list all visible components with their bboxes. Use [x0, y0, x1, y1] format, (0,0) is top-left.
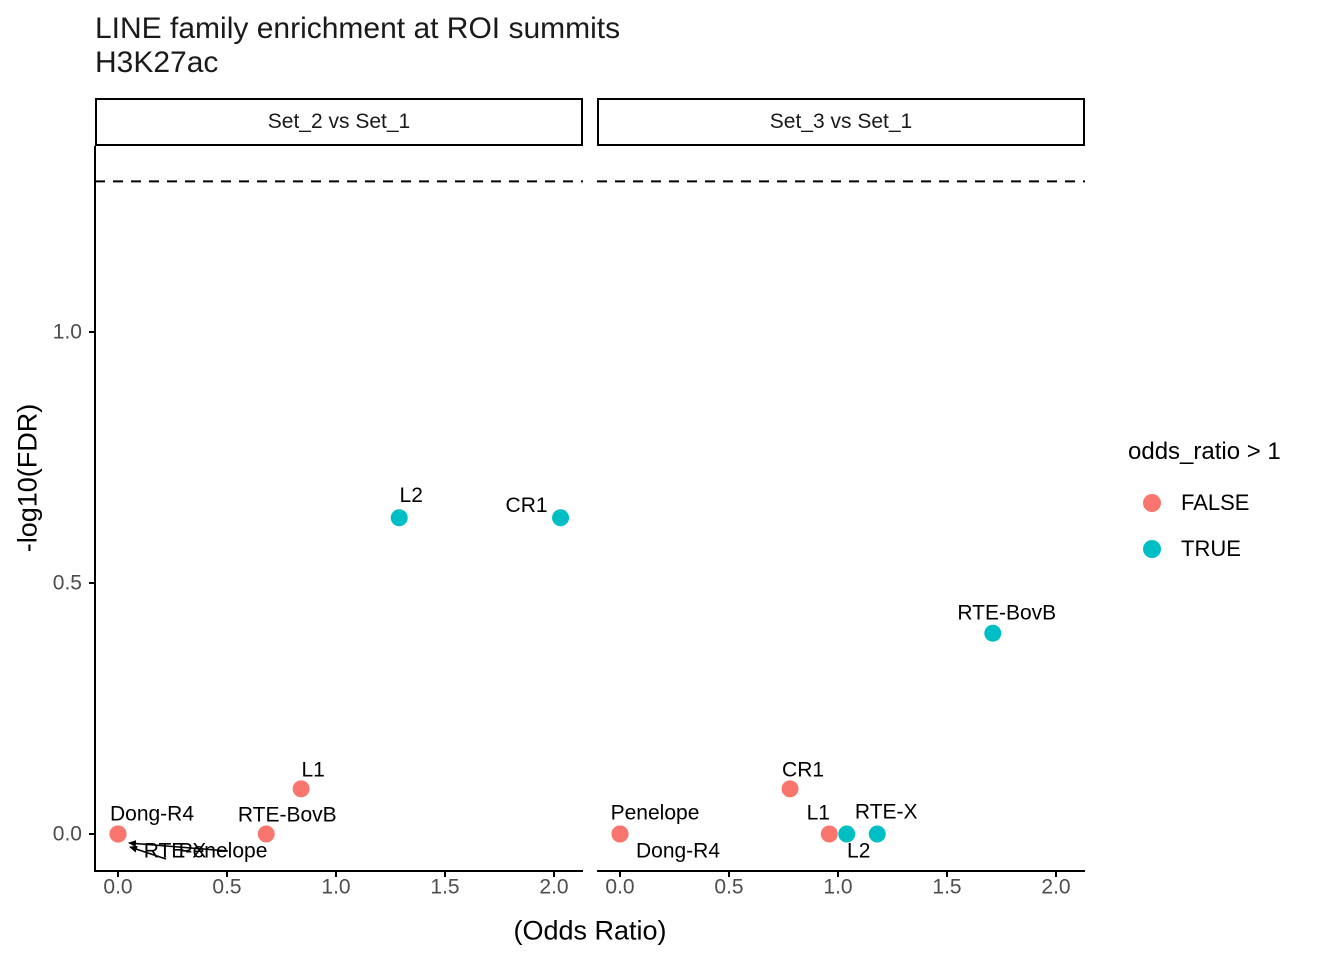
- x-tick-label: 0.0: [605, 875, 634, 898]
- label-leader-arrow: [129, 845, 167, 860]
- point-label-l1: L1: [301, 758, 324, 781]
- point-label-rte-bovb: RTE-BovB: [238, 804, 337, 827]
- point-dong-r4: [611, 825, 629, 843]
- point-label-dong-r4: Dong-R4: [636, 840, 720, 863]
- point-label-dong-r4: Dong-R4: [110, 803, 194, 826]
- point-rte-x: [868, 825, 886, 843]
- plot-title: LINE family enrichment at ROI summits: [95, 12, 621, 45]
- x-tick-label: 2.0: [539, 875, 568, 898]
- point-l1: [292, 780, 310, 798]
- legend-title: odds_ratio > 1: [1128, 438, 1281, 465]
- label-leader-arrow: [128, 840, 229, 852]
- point-label-cr1: CR1: [782, 758, 824, 781]
- facet-strip-set3-vs-set1: Set_3 vs Set_1: [597, 98, 1085, 146]
- x-tick-label: 1.5: [430, 875, 459, 898]
- x-tick-label: 0.5: [714, 875, 743, 898]
- point-rte-bovb: [257, 825, 275, 843]
- point-l2: [390, 509, 408, 527]
- point-label-rte-bovb: RTE-BovB: [957, 602, 1056, 625]
- point-label-l1: L1: [807, 802, 830, 825]
- legend-item-false: FALSE: [1120, 480, 1281, 526]
- point-cr1: [781, 780, 799, 798]
- x-tick-label: 1.0: [823, 875, 852, 898]
- legend-dot-false: [1143, 494, 1161, 512]
- point-label-rte-x: RTE-X: [144, 840, 207, 863]
- x-tick-label: 2.0: [1041, 875, 1070, 898]
- x-tick-label: 0.0: [103, 875, 132, 898]
- x-tick-label: 0.5: [212, 875, 241, 898]
- x-axis-title: (Odds Ratio): [513, 915, 667, 946]
- y-tick-label: 0.5: [53, 572, 82, 595]
- point-cr1: [552, 509, 570, 527]
- point-label-rte-x: RTE-X: [855, 801, 918, 824]
- y-axis-title: -log10(FDR): [12, 403, 43, 553]
- legend-dot-true: [1143, 540, 1161, 558]
- point-rte-bovb: [984, 624, 1002, 642]
- legend-label-true: TRUE: [1181, 536, 1241, 561]
- legend-item-true: TRUE: [1120, 526, 1281, 572]
- point-label-penelope: Penelope: [611, 802, 700, 825]
- x-tick-label: 1.0: [321, 875, 350, 898]
- point-l1: [820, 825, 838, 843]
- plot-subtitle: H3K27ac: [95, 46, 219, 79]
- point-penelope: [109, 825, 127, 843]
- point-l2: [838, 825, 856, 843]
- point-label-cr1: CR1: [506, 494, 548, 517]
- legend: odds_ratio > 1 FALSE TRUE: [1120, 438, 1281, 572]
- x-tick-label: 1.5: [932, 875, 961, 898]
- legend-label-false: FALSE: [1181, 490, 1250, 515]
- point-label-l2: L2: [400, 484, 423, 507]
- facet-strip-set2-vs-set1: Set_2 vs Set_1: [95, 98, 583, 146]
- point-label-penelope: Penelope: [179, 840, 268, 863]
- legend-items: FALSE TRUE: [1120, 480, 1281, 572]
- y-tick-label: 0.0: [53, 823, 82, 846]
- y-tick-label: 1.0: [53, 321, 82, 344]
- point-label-l2: L2: [847, 840, 870, 863]
